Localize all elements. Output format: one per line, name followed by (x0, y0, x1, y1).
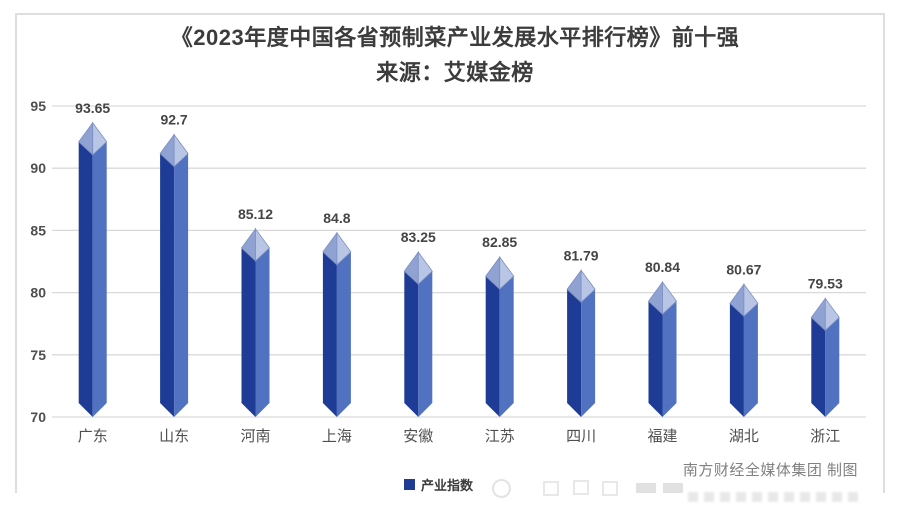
x-axis-label: 山东 (159, 428, 189, 445)
bar-cap-right-facet (743, 283, 759, 318)
x-axis-label: 湖北 (729, 428, 759, 445)
bar-column-left-face (811, 317, 826, 417)
bar-column-left-face (404, 271, 419, 417)
x-axis-label: 广东 (78, 428, 108, 445)
bar-column-left-face (485, 276, 500, 417)
legend-swatch-icon (404, 479, 415, 490)
y-axis-tick-label: 95 (30, 98, 46, 114)
bar-column-right-face (662, 301, 677, 417)
bar-value-label: 84.8 (323, 210, 350, 226)
bar-value-label: 82.85 (482, 234, 517, 250)
y-axis-tick-label: 85 (30, 222, 46, 238)
bar-column-right-face (418, 271, 433, 417)
x-axis-label: 浙江 (810, 428, 840, 445)
bar-column-right-face (336, 251, 351, 417)
x-axis-label: 四川 (566, 428, 596, 445)
bar-cap-right-facet (580, 269, 596, 304)
chart-title: 《2023年度中国各省预制菜产业发展水平排行榜》前十强 (170, 25, 740, 50)
chart-header: 《2023年度中国各省预制菜产业发展水平排行榜》前十强 来源：艾媒金榜 (20, 24, 890, 87)
bar-value-label: 83.25 (401, 229, 436, 245)
x-axis-label: 福建 (647, 428, 677, 445)
bar-value-label: 93.65 (75, 100, 110, 116)
bar-column-right-face (92, 141, 107, 417)
bar-cap-right-facet (824, 297, 840, 332)
bar-cap-right-facet (92, 121, 108, 156)
bar-column-right-face (255, 247, 270, 417)
bar-column-left-face (241, 247, 256, 417)
bar-value-label: 81.79 (564, 247, 599, 263)
bar-column-right-face (825, 317, 840, 417)
bar-cap-right-facet (499, 255, 515, 291)
chart-legend: 产业指数 (404, 475, 473, 494)
bar-value-label: 80.67 (726, 261, 761, 277)
bar-column-left-face (322, 251, 337, 417)
bar-cap-right-facet (662, 280, 678, 316)
y-axis-tick-label: 80 (30, 285, 46, 301)
bar-column-right-face (743, 303, 758, 417)
bar-column-left-face (648, 301, 663, 417)
bar-value-label: 80.84 (645, 259, 680, 275)
x-axis-label: 安徽 (403, 428, 433, 445)
bar-column-left-face (729, 303, 744, 417)
y-axis-tick-label: 90 (30, 160, 46, 176)
legend-label: 产业指数 (421, 478, 474, 493)
bar-value-label: 85.12 (238, 206, 273, 222)
bar-cap-right-facet (417, 250, 433, 286)
bar-column-left-face (567, 289, 582, 417)
bar-cap-right-facet (255, 227, 271, 262)
bar-value-label: 79.53 (808, 275, 843, 291)
x-axis-label: 河南 (240, 428, 270, 445)
y-axis-tick-label: 70 (30, 409, 46, 425)
bar-column-left-face (160, 153, 175, 417)
bar-cap-right-facet (173, 133, 189, 168)
bar-column-right-face (499, 276, 514, 417)
bar-column-right-face (174, 153, 189, 417)
y-axis-tick-label: 75 (30, 347, 46, 363)
bar-column-right-face (581, 289, 596, 417)
credit-watermark: 南方财经全媒体集团 制图 (682, 462, 858, 479)
x-axis-label: 江苏 (485, 428, 515, 445)
bar-cap-right-facet (336, 231, 352, 266)
bar-value-label: 92.7 (160, 112, 187, 128)
x-axis-label: 上海 (322, 428, 352, 445)
chart-subtitle: 来源：艾媒金榜 (376, 59, 534, 85)
bar-column-left-face (78, 141, 93, 417)
